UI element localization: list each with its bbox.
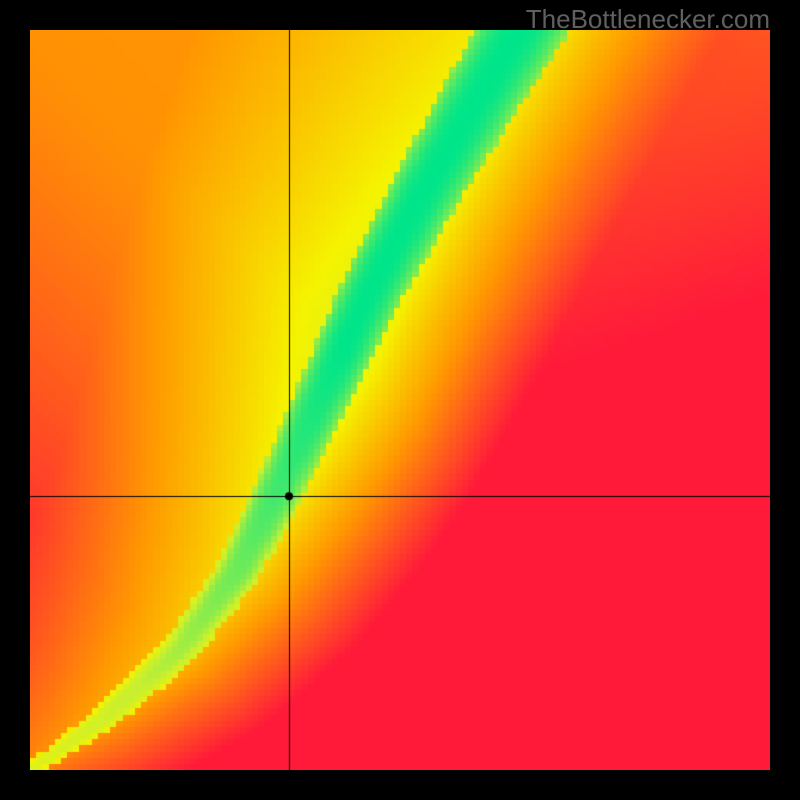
stage: TheBottlenecker.com [0, 0, 800, 800]
bottleneck-heatmap [30, 30, 770, 770]
watermark-text: TheBottlenecker.com [526, 4, 770, 35]
